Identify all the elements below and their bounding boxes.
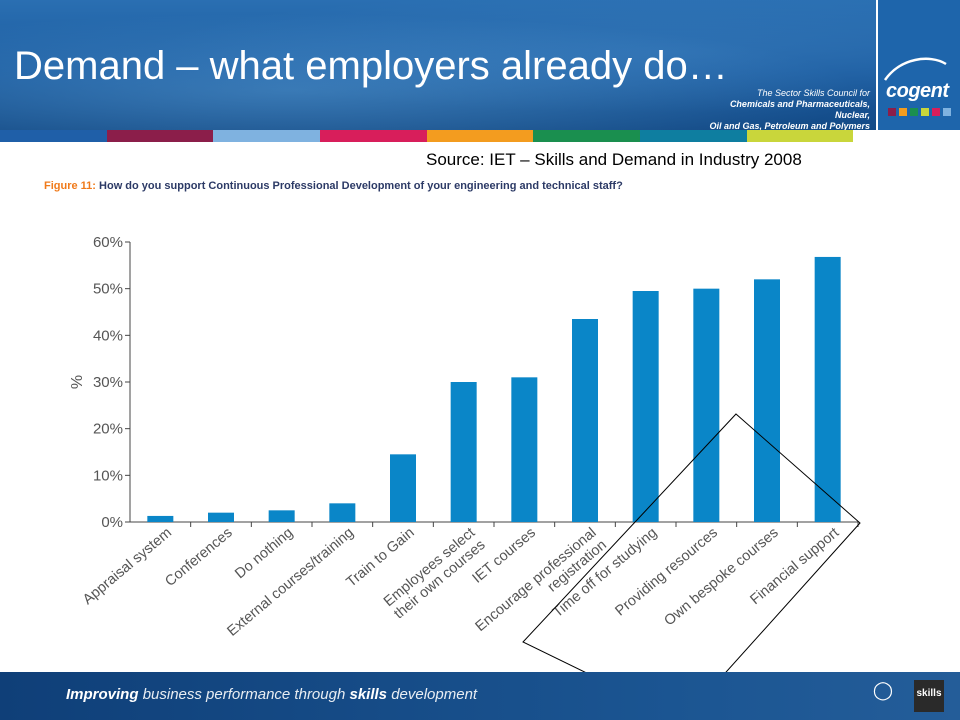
x-tick-label-line: Providing resources	[612, 525, 720, 620]
y-tick-label: 0%	[101, 514, 123, 531]
footer-word: skills	[349, 686, 388, 703]
bar	[814, 256, 841, 522]
logo-dot	[910, 108, 918, 116]
bar	[693, 288, 720, 522]
x-tick-label: External courses/training	[224, 525, 357, 640]
x-tick-label: Own bespoke courses	[661, 525, 781, 629]
logo-dot	[921, 108, 929, 116]
y-axis-label: %	[69, 375, 86, 389]
council-line: Oil and Gas, Petroleum and Polymers	[709, 121, 870, 130]
bar	[329, 503, 356, 522]
slide-footer: Improving business performance through s…	[0, 672, 960, 720]
stripe-segment	[0, 130, 107, 142]
header-background	[0, 0, 960, 130]
bar	[511, 377, 538, 522]
council-tagline: The Sector Skills Council for Chemicals …	[700, 88, 870, 130]
slide-title: Demand – what employers already do…	[14, 44, 728, 88]
x-tick-label: Appraisal system	[80, 525, 175, 608]
logo-dot	[899, 108, 907, 116]
stripe-segment	[426, 130, 534, 142]
investors-in-people-icon: ◯	[872, 680, 894, 700]
footer-tagline: Improving business performance through s…	[66, 686, 477, 703]
footer-word: development	[391, 686, 478, 703]
bar	[390, 454, 416, 522]
swoosh-icon	[883, 57, 947, 81]
bar	[572, 319, 598, 522]
bar	[450, 382, 477, 522]
bar	[208, 512, 234, 522]
logo-dot	[888, 108, 896, 116]
logo-dot	[932, 108, 940, 116]
stripe-segment	[106, 130, 214, 142]
bar	[632, 291, 659, 522]
highlight-diamond	[522, 413, 861, 720]
y-tick-label: 40%	[93, 327, 123, 344]
y-tick-label: 50%	[93, 281, 123, 298]
bar-chart: 0% 10% 20% 30% 40% 50% 60%% Appraisal systemCon…	[69, 234, 861, 720]
skills-logo: skills	[914, 680, 944, 712]
stripe-segment	[213, 130, 321, 142]
bar	[147, 515, 174, 522]
figure-label: Figure 11:	[44, 180, 96, 192]
stripe-segment	[640, 130, 747, 142]
source-citation: Source: IET – Skills and Demand in Indus…	[426, 150, 802, 169]
council-line: The Sector Skills Council for	[756, 88, 870, 98]
bar	[754, 279, 780, 522]
figure-title: Figure 11: How do you support Continuous…	[44, 180, 623, 192]
council-line: Chemicals and Pharmaceuticals, Nuclear,	[729, 99, 870, 120]
x-tick-label-line: External courses/training	[224, 525, 357, 640]
figure-question: How do you support Continuous Profession…	[99, 180, 623, 192]
footer-word: Improving	[66, 686, 139, 703]
y-tick-label: 30%	[93, 374, 123, 391]
x-tick-label: Conferences	[162, 525, 235, 590]
slide-header: Demand – what employers already do… The …	[0, 0, 960, 130]
x-tick-label-line: Do nothing	[232, 525, 296, 582]
y-tick-label: 10%	[93, 467, 123, 484]
color-stripe	[0, 130, 960, 142]
stripe-segment	[746, 130, 854, 142]
bar	[268, 510, 295, 522]
y-tick-label: 60%	[93, 234, 123, 251]
stripe-segment	[533, 130, 641, 142]
y-tick-label: 20%	[93, 421, 123, 438]
x-tick-label-line: Appraisal system	[80, 525, 175, 608]
logo-dot	[943, 108, 951, 116]
x-tick-label-line: Conferences	[162, 525, 235, 590]
stripe-segment	[320, 130, 427, 142]
x-tick-label: Do nothing	[232, 525, 296, 582]
x-tick-label-line: Own bespoke courses	[661, 525, 781, 629]
logo-color-dots	[888, 108, 951, 116]
cogent-logo: cogent	[886, 80, 949, 102]
stripe-segment	[853, 130, 960, 142]
x-tick-label: Providing resources	[612, 525, 720, 620]
footer-word: business performance through	[142, 686, 346, 703]
